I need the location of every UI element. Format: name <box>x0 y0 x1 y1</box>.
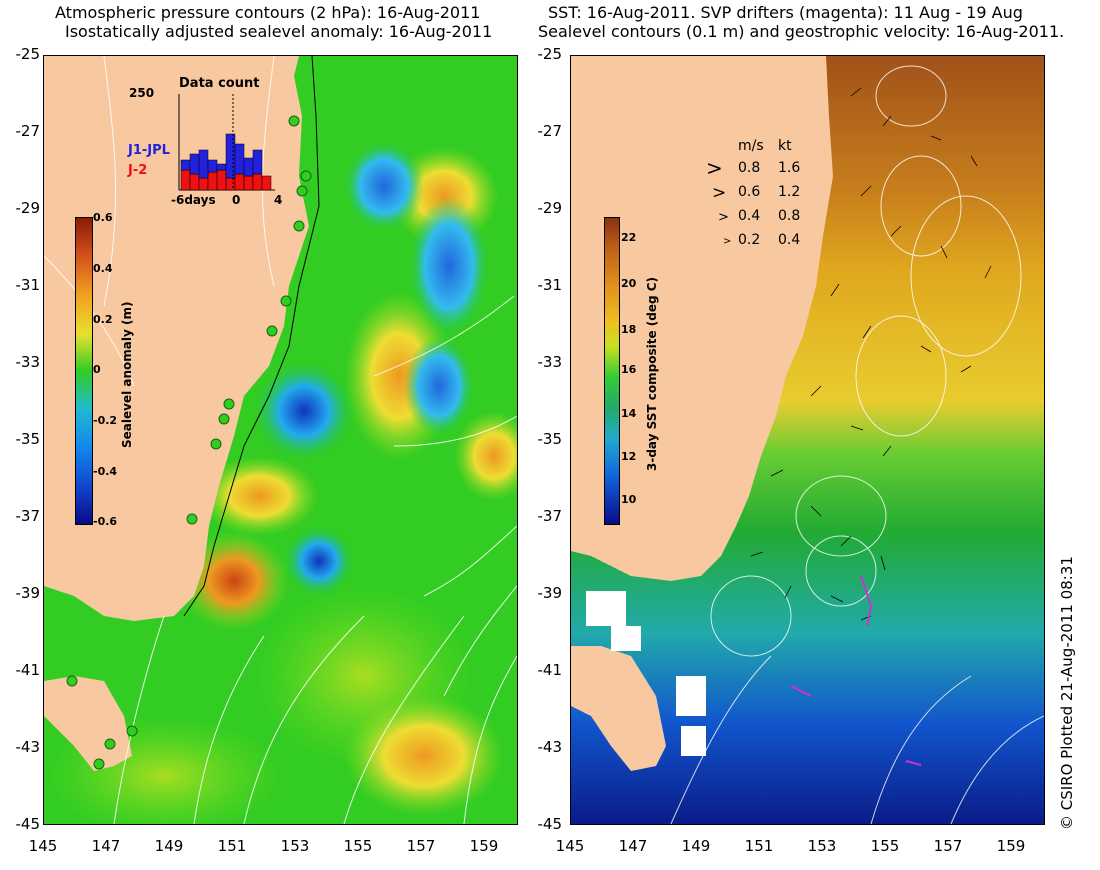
arrow-icon: > <box>712 183 727 203</box>
left-title-line1: Atmospheric pressure contours (2 hPa): 1… <box>55 3 481 22</box>
left-y-tick: -45 <box>15 815 41 833</box>
sst-colorbar <box>604 217 620 525</box>
legend-kt-value: 0.4 <box>778 232 801 248</box>
sealevel-colorbar <box>75 217 93 525</box>
colorbar-tick: 0 <box>93 363 101 376</box>
right-x-tick: 155 <box>870 837 900 855</box>
sealevel-anomaly-map: 0.6 0.4 0.2 0 -0.2 -0.4 -0.6 Sealevel an… <box>43 55 518 825</box>
colorbar-label: 3-day SST composite (deg C) <box>645 276 659 471</box>
colorbar-tick: -0.4 <box>93 465 118 478</box>
left-y-tick: -29 <box>15 199 41 217</box>
legend-header-kt: kt <box>778 138 792 154</box>
legend-j1-jpl: J1-JPL <box>128 143 170 158</box>
arrow-icon: > <box>723 236 732 247</box>
data-count-xtick: -6days <box>171 193 216 207</box>
data-count-xtick: 4 <box>274 193 283 207</box>
left-x-tick: 147 <box>91 837 121 855</box>
legend-ms-value: 0.2 <box>738 232 761 248</box>
right-x-tick: 147 <box>618 837 648 855</box>
left-y-tick: -41 <box>15 661 41 679</box>
left-x-tick: 153 <box>280 837 310 855</box>
left-x-tick: 159 <box>469 837 499 855</box>
legend-header-ms: m/s <box>738 138 764 154</box>
colorbar-tick: -0.2 <box>93 414 118 427</box>
legend-kt-value: 1.6 <box>778 160 801 176</box>
left-x-tick: 149 <box>154 837 184 855</box>
legend-ms-value: 0.6 <box>738 184 761 200</box>
colorbar-tick: 0.2 <box>93 313 113 326</box>
right-x-tick: 151 <box>744 837 774 855</box>
left-title-line2: Isostatically adjusted sealevel anomaly:… <box>65 22 493 41</box>
left-y-tick: -35 <box>15 430 41 448</box>
legend-kt-value: 1.2 <box>778 184 801 200</box>
left-y-tick: -25 <box>15 45 41 63</box>
data-count-inset: Data count 250 J1-JPL J-2 <box>128 74 289 214</box>
colorbar-tick: 14 <box>621 407 637 420</box>
data-count-bars <box>178 94 275 191</box>
right-y-tick: -45 <box>537 815 563 833</box>
right-y-tick: -43 <box>537 738 563 756</box>
right-title-line1: SST: 16-Aug-2011. SVP drifters (magenta)… <box>548 3 1023 22</box>
right-x-tick: 157 <box>933 837 963 855</box>
arrow-icon: > <box>718 210 729 225</box>
colorbar-tick: 10 <box>621 493 637 506</box>
right-title-line2: Sealevel contours (0.1 m) and geostrophi… <box>538 22 1065 41</box>
right-x-tick: 149 <box>681 837 711 855</box>
sst-map: m/s kt > 0.8 1.6 > 0.6 1.2 > 0.4 0.8 > 0… <box>570 55 1045 825</box>
data-count-xtick: 0 <box>232 193 241 207</box>
left-x-tick: 145 <box>28 837 58 855</box>
left-y-tick: -33 <box>15 353 41 371</box>
colorbar-tick: 22 <box>621 231 637 244</box>
legend-ms-value: 0.8 <box>738 160 761 176</box>
right-x-tick: 153 <box>807 837 837 855</box>
right-y-tick: -37 <box>537 507 563 525</box>
legend-kt-value: 0.8 <box>778 208 801 224</box>
left-y-tick: -37 <box>15 507 41 525</box>
left-x-tick: 155 <box>343 837 373 855</box>
velocity-legend: m/s kt > 0.8 1.6 > 0.6 1.2 > 0.4 0.8 > 0… <box>706 138 816 268</box>
left-y-tick: -31 <box>15 276 41 294</box>
legend-j2: J-2 <box>128 163 148 178</box>
legend-ms-value: 0.4 <box>738 208 761 224</box>
colorbar-tick: 0.4 <box>93 262 113 275</box>
copyright-text: © CSIRO Plotted 21-Aug-2011 08:31 <box>1058 556 1076 830</box>
data-count-title: Data count <box>179 76 260 91</box>
colorbar-tick: 18 <box>621 323 637 336</box>
right-x-tick: 145 <box>555 837 585 855</box>
left-y-tick: -27 <box>15 122 41 140</box>
right-y-tick: -29 <box>537 199 563 217</box>
right-y-tick: -25 <box>537 45 563 63</box>
colorbar-tick: -0.6 <box>93 515 118 528</box>
arrow-icon: > <box>706 156 723 180</box>
left-x-tick: 157 <box>406 837 436 855</box>
right-x-tick: 159 <box>996 837 1026 855</box>
right-y-tick: -35 <box>537 430 563 448</box>
colorbar-tick: 16 <box>621 363 637 376</box>
left-y-tick: -39 <box>15 584 41 602</box>
right-y-tick: -33 <box>537 353 563 371</box>
colorbar-tick: 0.6 <box>93 211 113 224</box>
right-y-tick: -27 <box>537 122 563 140</box>
left-x-tick: 151 <box>217 837 247 855</box>
right-y-tick: -31 <box>537 276 563 294</box>
right-y-tick: -41 <box>537 661 563 679</box>
colorbar-tick: 12 <box>621 450 637 463</box>
colorbar-label: Sealevel anomaly (m) <box>120 301 134 448</box>
data-count-ymax: 250 <box>129 86 155 100</box>
colorbar-tick: 20 <box>621 277 637 290</box>
right-y-tick: -39 <box>537 584 563 602</box>
left-y-tick: -43 <box>15 738 41 756</box>
